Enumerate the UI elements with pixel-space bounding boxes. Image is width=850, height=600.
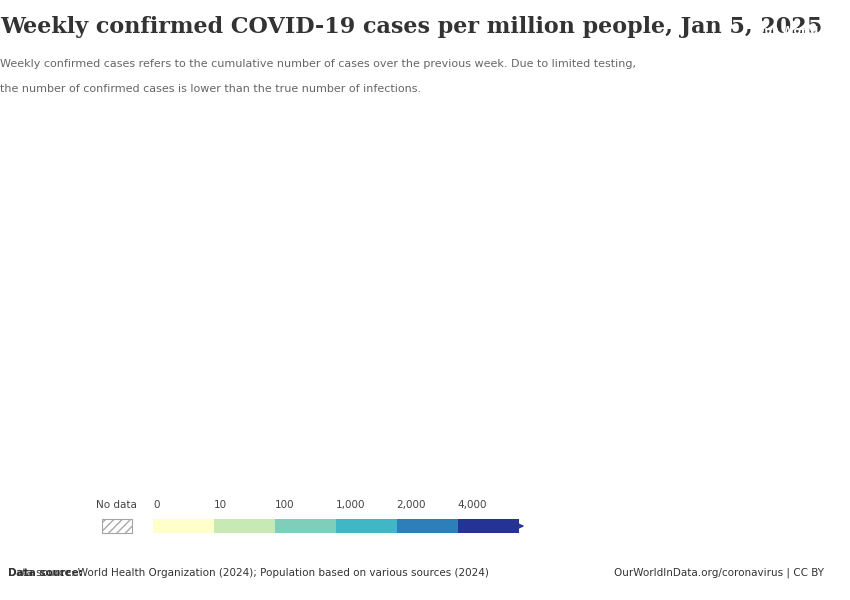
FancyBboxPatch shape: [336, 518, 397, 533]
Text: Data source: World Health Organization (2024); Population based on various sourc: Data source: World Health Organization (…: [8, 568, 490, 578]
Text: 100: 100: [275, 500, 294, 510]
Text: Weekly confirmed COVID-19 cases per million people, Jan 5, 2025: Weekly confirmed COVID-19 cases per mill…: [0, 16, 822, 38]
Text: 1,000: 1,000: [336, 500, 366, 510]
FancyBboxPatch shape: [397, 518, 457, 533]
Text: 0: 0: [153, 500, 160, 510]
FancyBboxPatch shape: [275, 518, 336, 533]
FancyBboxPatch shape: [102, 518, 132, 533]
Text: in Data: in Data: [764, 48, 808, 58]
Text: the number of confirmed cases is lower than the true number of infections.: the number of confirmed cases is lower t…: [0, 84, 421, 94]
FancyBboxPatch shape: [153, 518, 214, 533]
Text: 10: 10: [214, 500, 227, 510]
Text: 4,000: 4,000: [457, 500, 487, 510]
FancyBboxPatch shape: [214, 518, 275, 533]
Text: Weekly confirmed cases refers to the cumulative number of cases over the previou: Weekly confirmed cases refers to the cum…: [0, 59, 636, 70]
Text: 2,000: 2,000: [397, 500, 426, 510]
Text: OurWorldInData.org/coronavirus | CC BY: OurWorldInData.org/coronavirus | CC BY: [615, 568, 824, 578]
Text: Data source:: Data source:: [8, 568, 83, 578]
Text: Our World: Our World: [755, 26, 818, 36]
FancyBboxPatch shape: [457, 518, 518, 533]
Text: No data: No data: [96, 500, 138, 510]
